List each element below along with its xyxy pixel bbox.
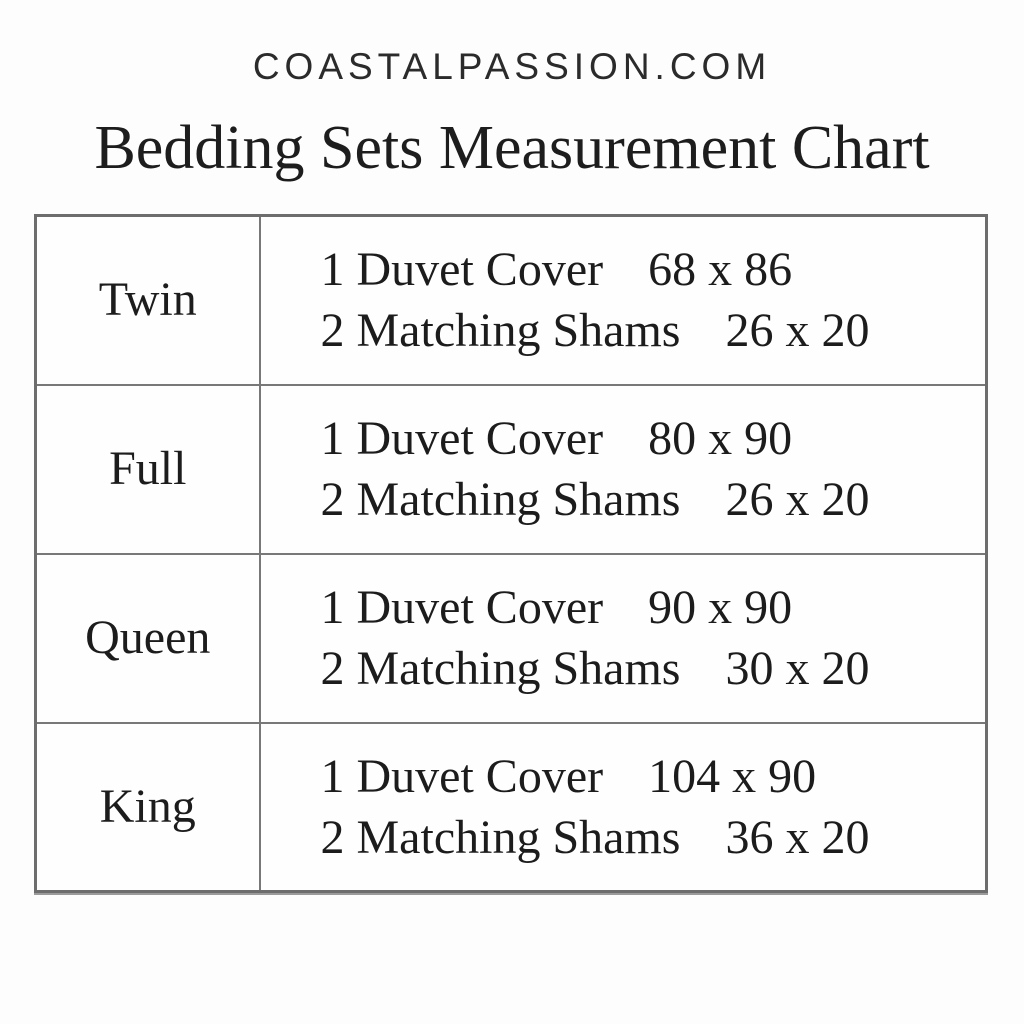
item-line: 1 Duvet Cover 90 x 90 [321,577,986,638]
site-name: COASTALPASSION.COM [252,46,772,87]
size-label-queen: Queen [34,552,261,724]
item-label: 2 Matching Shams [320,473,681,526]
items-cell-full: 1 Duvet Cover 80 x 90 2 Matching Shams 26 … [258,383,988,555]
item-label: 2 Matching Shams [320,304,681,358]
table-row-queen: Queen 1 Duvet Cover 90 x 90 2 Matching Sh… [34,552,988,724]
item-dimensions: 36 x 20 [725,810,870,864]
item-dimensions: 80 x 90 [648,412,793,465]
item-line: 1 Duvet Cover 68 x 86 [321,239,986,300]
item-dimensions: 30 x 20 [725,642,870,695]
item-line: 2 Matching Shams 26 x 20 [321,469,986,530]
item-dimensions: 68 x 86 [648,243,793,297]
item-dimensions: 90 x 90 [648,581,793,634]
item-label: 1 Duvet Cover [320,412,604,465]
item-dimensions: 26 x 20 [725,473,870,526]
table-row-king: King 1 Duvet Cover 104 x 90 2 Matching Sh… [34,721,988,893]
item-line: 2 Matching Shams 36 x 20 [321,807,986,868]
measurement-table-body: Twin 1 Duvet Cover 68 x 86 2 Matching Sha… [34,214,988,893]
item-label: 1 Duvet Cover [320,749,604,803]
items-cell-queen: 1 Duvet Cover 90 x 90 2 Matching Shams 30 … [258,552,988,724]
item-label: 2 Matching Shams [320,642,681,695]
measurement-table: Twin 1 Duvet Cover 68 x 86 2 Matching Sha… [34,214,988,893]
table-row-twin: Twin 1 Duvet Cover 68 x 86 2 Matching Sha… [34,214,988,386]
item-line: 1 Duvet Cover 80 x 90 [321,408,986,469]
item-label: 1 Duvet Cover [320,581,604,634]
size-label-twin: Twin [34,214,261,386]
item-line: 2 Matching Shams 30 x 20 [321,638,986,699]
item-label: 2 Matching Shams [320,810,681,864]
item-label: 1 Duvet Cover [320,243,604,297]
item-dimensions: 26 x 20 [725,304,870,358]
page-title: Bedding Sets Measurement Chart [94,114,930,182]
item-dimensions: 104 x 90 [648,749,817,803]
table-row-full: Full 1 Duvet Cover 80 x 90 2 Matching Sha… [34,383,988,555]
size-label-full: Full [34,383,261,555]
items-cell-king: 1 Duvet Cover 104 x 90 2 Matching Shams 36… [258,721,988,893]
items-cell-twin: 1 Duvet Cover 68 x 86 2 Matching Shams 26 … [258,214,988,386]
size-label-king: King [34,721,261,893]
item-line: 1 Duvet Cover 104 x 90 [321,746,986,807]
item-line: 2 Matching Shams 26 x 20 [321,300,986,361]
